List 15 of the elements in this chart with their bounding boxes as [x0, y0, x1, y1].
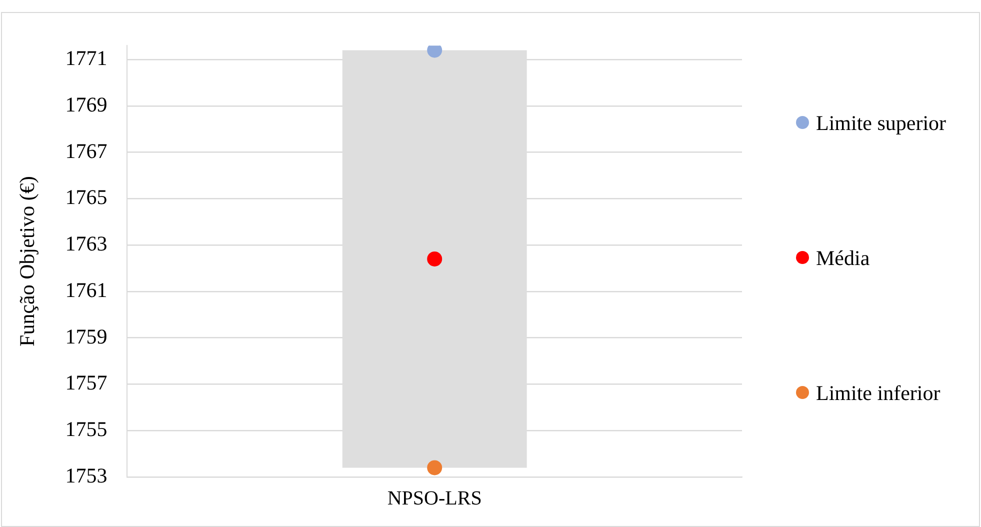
y-tick-label: 1763 [65, 232, 108, 256]
y-tick-label: 1761 [65, 278, 108, 302]
legend-label: Média [816, 245, 870, 272]
y-tick-label: 1753 [65, 464, 108, 488]
y-tick-label: 1769 [65, 92, 108, 116]
legend-label: Limite superior [816, 110, 946, 137]
x-tick-label: NPSO-LRS [387, 487, 482, 510]
y-tick-label: 1771 [65, 46, 108, 70]
y-tick-label: 1767 [65, 138, 108, 163]
y-axis-title: Função Objetivo (€) [15, 176, 40, 346]
legend-label: Limite inferior [816, 380, 940, 407]
y-tick-label: 1757 [65, 370, 108, 395]
y-tick-label: 1755 [65, 417, 108, 442]
y-tick-label: 1759 [65, 324, 108, 348]
y-tick-label: 1765 [65, 185, 108, 210]
